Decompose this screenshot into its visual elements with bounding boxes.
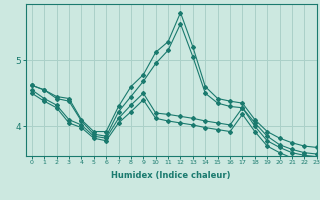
X-axis label: Humidex (Indice chaleur): Humidex (Indice chaleur) — [111, 171, 231, 180]
